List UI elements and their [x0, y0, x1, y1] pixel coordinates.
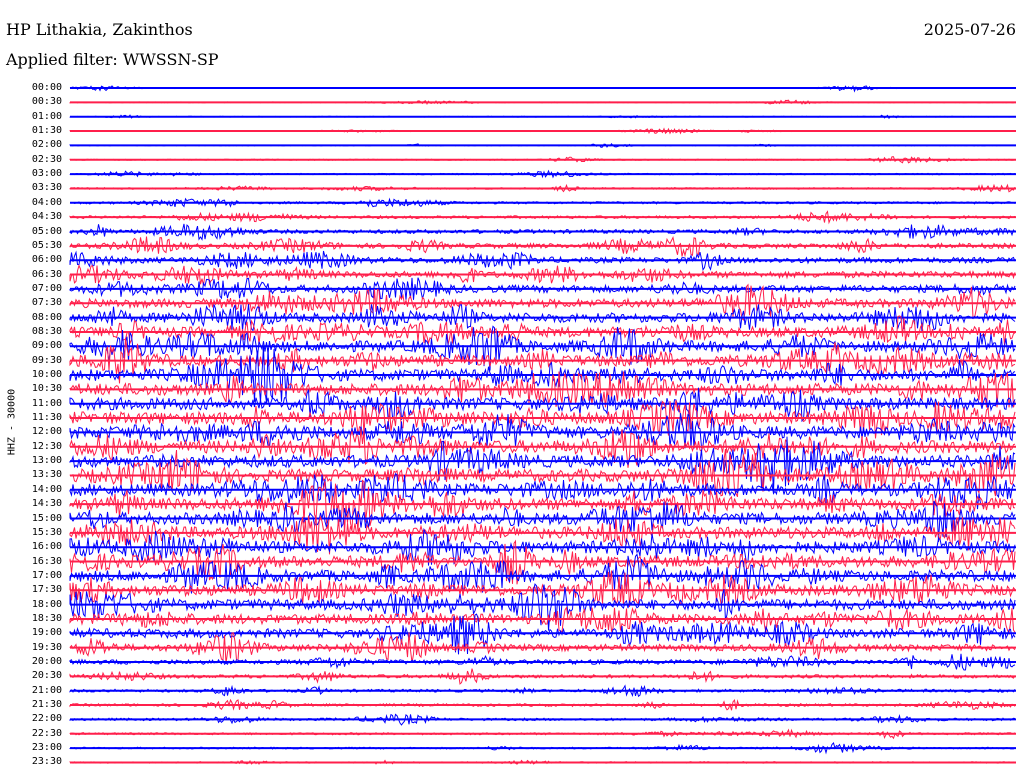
hour-label-1730: 17:30: [31, 584, 62, 596]
hour-label-1900: 19:00: [31, 627, 62, 639]
trace-row-1100: [69, 387, 1016, 423]
hour-label-0330: 03:30: [31, 182, 62, 194]
channel-label: HHZ - 30000: [6, 388, 18, 456]
hour-label-0000: 00:00: [31, 82, 62, 93]
station-title: HP Lithakia, Zakinthos: [6, 20, 193, 39]
hour-label-0930: 09:30: [31, 354, 62, 366]
hour-label-1400: 14:00: [31, 483, 62, 495]
hour-label-1300: 13:00: [31, 455, 62, 467]
hour-label-0100: 01:00: [31, 110, 62, 122]
trace-row-1330: [69, 448, 1016, 498]
hour-label-0600: 06:00: [31, 254, 62, 266]
hour-label-2230: 22:30: [31, 727, 62, 739]
hour-label-0530: 05:30: [31, 239, 62, 251]
hour-label-1830: 18:30: [31, 612, 62, 624]
trace-row-1600: [69, 527, 1016, 566]
hour-label-1000: 10:00: [31, 369, 62, 380]
hour-label-column: 00:00 00:30 01:00 01:30 02:00 02:30 03:00 03:30…: [0, 0, 66, 780]
trace-row-1830: [69, 606, 1016, 636]
trace-date: 2025-07-26: [923, 20, 1016, 39]
hour-label-2130: 21:30: [31, 699, 62, 711]
hour-label-0500: 05:00: [31, 225, 62, 237]
hour-label-0730: 07:30: [31, 297, 62, 309]
filter-value: WWSSN-SP: [122, 50, 219, 69]
trace-row-1530: [69, 515, 1016, 555]
hour-label-0430: 04:30: [31, 211, 62, 223]
trace-row-1030: [69, 371, 1016, 408]
hour-label-0900: 09:00: [31, 340, 62, 352]
trace-row-1400: [69, 472, 1016, 510]
hour-label-1330: 13:30: [31, 469, 62, 481]
hour-label-0630: 06:30: [31, 268, 62, 280]
hour-label-1630: 16:30: [31, 555, 62, 567]
hour-label-1430: 14:30: [31, 498, 62, 510]
hour-label-2030: 20:30: [31, 670, 62, 682]
hour-label-1130: 11:30: [31, 412, 62, 424]
hour-label-0030: 00:30: [31, 96, 62, 108]
hour-label-1500: 15:00: [31, 512, 62, 524]
hour-label-2200: 22:00: [31, 713, 62, 725]
hour-label-1700: 17:00: [31, 569, 62, 581]
hour-label-1800: 18:00: [31, 598, 62, 610]
hour-label-0130: 01:30: [31, 125, 62, 137]
hour-label-0800: 08:00: [31, 311, 62, 323]
hour-label-1930: 19:30: [31, 641, 62, 653]
trace-row-1900: [69, 613, 1016, 655]
trace-row-0700: [69, 277, 1016, 300]
filter-line: Applied filter: WWSSN-SP: [6, 50, 219, 70]
hour-label-0230: 02:30: [31, 153, 62, 165]
hour-label-1030: 10:30: [31, 383, 62, 395]
hour-label-1100: 11:00: [31, 397, 62, 409]
trace-row-1130: [69, 400, 1016, 439]
hour-label-2300: 23:00: [31, 742, 62, 754]
hour-label-1200: 12:00: [31, 426, 62, 438]
hour-label-0700: 07:00: [31, 282, 62, 294]
hour-label-0300: 03:00: [31, 168, 62, 180]
hour-label-1600: 16:00: [31, 541, 62, 553]
hour-label-1230: 12:30: [31, 440, 62, 452]
hour-label-2000: 20:00: [31, 656, 62, 667]
trace-row-1000: [69, 345, 1016, 403]
hour-label-2100: 21:00: [31, 684, 62, 696]
hour-label-0400: 04:00: [31, 196, 62, 208]
filter-label: Applied filter:: [6, 50, 118, 69]
hour-label-0200: 02:00: [31, 139, 62, 151]
hour-label-1530: 15:30: [31, 526, 62, 538]
hour-label-0830: 08:30: [31, 325, 62, 337]
trace-row-1430: [69, 479, 1016, 534]
hour-label-2330: 23:30: [31, 756, 62, 768]
trace-row-1230: [69, 428, 1016, 468]
